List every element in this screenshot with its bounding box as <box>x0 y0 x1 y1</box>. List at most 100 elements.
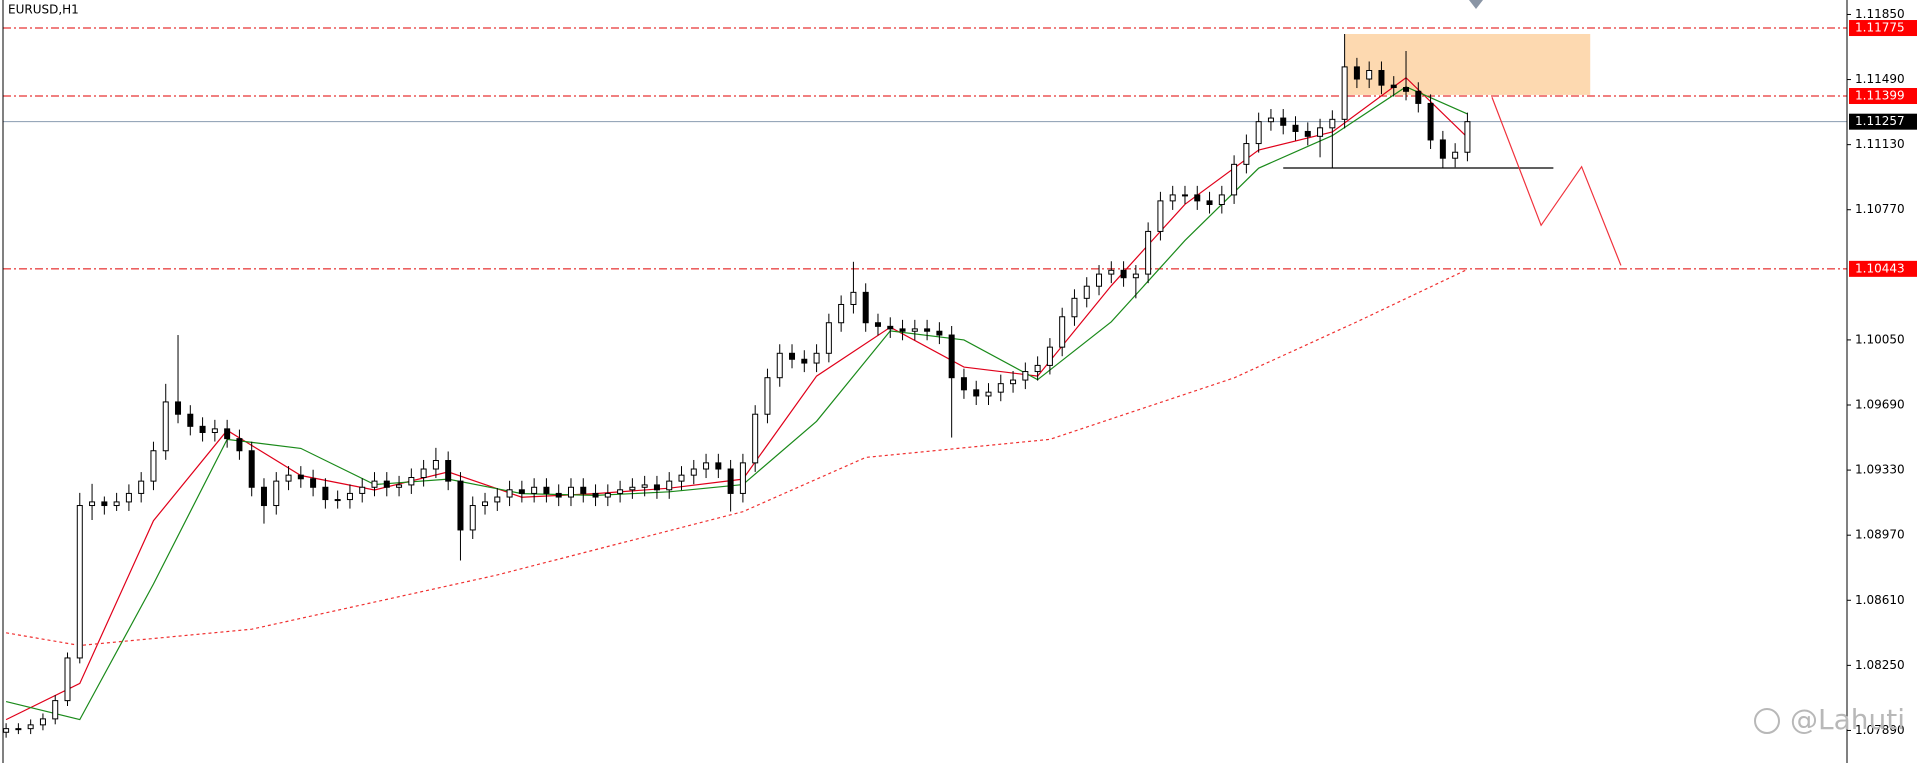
candle-body <box>64 657 71 702</box>
candle-body <box>1157 200 1164 232</box>
candle-body <box>175 401 182 415</box>
candle-body <box>580 486 587 494</box>
level-label: 1.11257 <box>1855 114 1905 128</box>
candle-body <box>383 480 390 488</box>
candle-body <box>899 328 906 332</box>
candle-body <box>874 322 881 327</box>
candle-body <box>1267 117 1274 123</box>
y-tick-label: 1.10050 <box>1855 332 1905 346</box>
axis-labels: 1.11850 1.11490 1.11130 1.10770 1.10050 1.096… <box>1847 7 1917 737</box>
candle-body <box>236 438 243 452</box>
candle-body <box>764 377 771 415</box>
candle-body <box>1194 194 1201 202</box>
candle-body <box>150 450 157 482</box>
candle-body <box>887 325 894 330</box>
y-tick-label: 1.07890 <box>1855 723 1905 737</box>
candle-body <box>285 474 292 482</box>
level-label-bg <box>1849 260 1917 277</box>
candle-body <box>310 478 317 488</box>
candle-body <box>52 700 59 720</box>
level-label: 1.10443 <box>1855 261 1905 275</box>
candle-body <box>1439 139 1446 159</box>
candle-body <box>89 501 96 507</box>
candle-body <box>1353 66 1360 80</box>
candle-body <box>1108 269 1115 275</box>
candle-body <box>739 462 746 494</box>
chart-title: EURUSD,H1 <box>8 3 79 17</box>
candle-body <box>260 486 267 507</box>
candle-body <box>396 484 403 488</box>
candle-body <box>838 303 845 324</box>
candle-body <box>1169 194 1176 202</box>
candle-body <box>666 480 673 491</box>
candle-body <box>924 328 931 332</box>
candle-body <box>1243 143 1250 165</box>
candle-body <box>1059 316 1066 348</box>
candle-body <box>1292 124 1299 132</box>
candle-body <box>273 480 280 507</box>
candle-body <box>445 460 452 482</box>
candle-body <box>1034 364 1041 373</box>
candle-body <box>138 480 145 494</box>
candle-body <box>555 492 562 498</box>
candle-body <box>1181 194 1188 197</box>
candle-body <box>1427 102 1434 141</box>
candle-body <box>604 492 611 498</box>
candle-body <box>825 322 832 354</box>
candle-body <box>101 501 108 507</box>
candle-body <box>211 428 218 433</box>
y-tick-label: 1.09690 <box>1855 398 1905 412</box>
plot <box>3 27 1847 738</box>
candle-body <box>703 462 710 470</box>
level-label: 1.11399 <box>1855 89 1905 103</box>
candle-body <box>1366 70 1373 80</box>
watermark-icon <box>1754 708 1780 734</box>
level-label-bg <box>1849 88 1917 105</box>
y-tick-label: 1.08610 <box>1855 593 1905 607</box>
candle-body <box>482 501 489 507</box>
candle-body <box>334 499 341 502</box>
candle-body <box>1046 346 1053 366</box>
marker <box>1469 0 1483 9</box>
candle-body <box>641 484 648 488</box>
candle-body <box>1083 285 1090 299</box>
candle-body <box>346 492 353 501</box>
candle-body <box>3 728 10 733</box>
candle-body <box>1022 371 1029 381</box>
candle-body <box>678 474 685 482</box>
candle-body <box>1403 87 1410 92</box>
candle-body <box>1317 127 1324 137</box>
candle-body <box>1132 273 1139 279</box>
candle-body <box>850 291 857 305</box>
candle-body <box>960 377 967 391</box>
candle-body <box>1329 118 1336 129</box>
candle-body <box>1378 70 1385 86</box>
candle-body <box>653 484 660 491</box>
level-label-bg <box>1849 20 1917 37</box>
candle-body <box>801 358 808 364</box>
candle-body <box>617 489 624 494</box>
candle-body <box>911 328 918 332</box>
candle-body <box>199 425 206 433</box>
y-tick-label: 1.11850 <box>1855 7 1905 21</box>
candle-body <box>469 505 476 531</box>
candle-body <box>15 728 22 731</box>
candle-body <box>592 492 599 498</box>
candle-body <box>1390 84 1397 89</box>
level-label-bg <box>1849 113 1917 130</box>
candle-body <box>531 486 538 494</box>
candle-body <box>776 352 783 379</box>
candle-body <box>1120 269 1127 279</box>
candle-body <box>567 486 574 498</box>
candle-body <box>408 477 415 486</box>
candle-body <box>1255 121 1262 145</box>
candle-body <box>1464 121 1471 153</box>
candle-body <box>862 291 869 324</box>
candle-body <box>432 460 439 470</box>
candle-body <box>985 391 992 397</box>
candle-body <box>727 468 734 494</box>
zone <box>1344 33 1591 95</box>
candle-body <box>224 428 231 440</box>
candle-body <box>1304 130 1311 137</box>
